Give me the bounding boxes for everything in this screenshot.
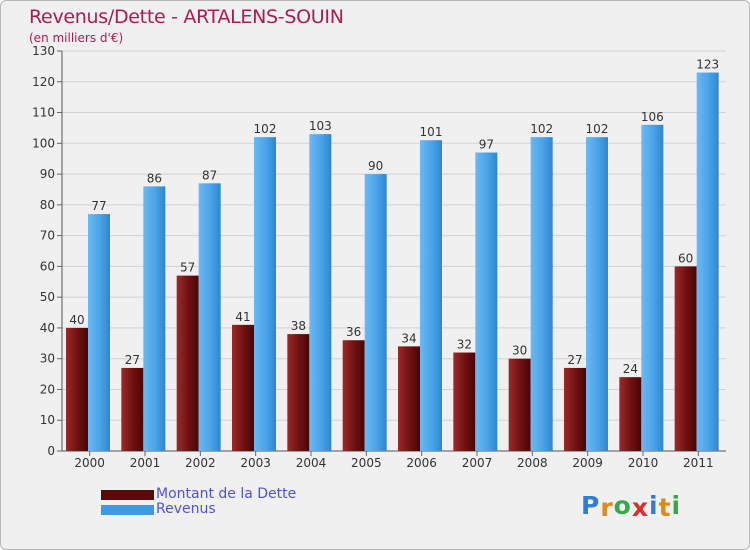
- legend-label-dette: Montant de la Dette: [156, 486, 297, 502]
- logo-letter: i: [649, 491, 659, 520]
- data-label-revenus: 102: [530, 122, 553, 136]
- bar-revenus: [420, 140, 442, 451]
- x-tick-label: 2007: [462, 456, 493, 470]
- logo-letter: x: [631, 493, 649, 522]
- data-label-revenus: 97: [479, 138, 494, 152]
- y-tick-label: 20: [40, 382, 55, 396]
- data-label-revenus: 103: [309, 119, 332, 133]
- bar-revenus: [530, 137, 553, 451]
- y-tick-label: 0: [47, 444, 55, 458]
- bar-revenus: [586, 137, 608, 451]
- logo-letter: o: [613, 491, 632, 520]
- chart-subtitle: (en milliers d'€): [29, 31, 124, 45]
- bar-dette: [66, 327, 88, 451]
- bar-dette: [619, 377, 642, 451]
- data-label-dette: 40: [69, 313, 84, 327]
- axis-layer: 0 10 20 30 40 50 60 70 80 90 100 110 120 130 2000 2001 2…: [32, 44, 726, 470]
- x-tick-label: 2010: [628, 456, 659, 470]
- bar-revenus: [309, 134, 332, 452]
- logo-letter: r: [600, 493, 614, 522]
- data-label-dette: 27: [125, 353, 140, 367]
- data-label-revenus: 90: [368, 159, 383, 173]
- data-label-dette: 41: [235, 310, 250, 324]
- data-label-dette: 27: [567, 353, 582, 367]
- legend-label-revenus: Revenus: [156, 501, 216, 517]
- bar-dette: [342, 340, 365, 451]
- y-tick-label: 110: [32, 106, 55, 120]
- x-tick-label: 2001: [130, 456, 161, 470]
- data-label-revenus: 86: [147, 171, 162, 185]
- x-tick-label: 2005: [351, 456, 382, 470]
- data-label-revenus: 123: [696, 58, 719, 72]
- x-tick-label: 2000: [74, 456, 105, 470]
- y-tick-label: 80: [40, 198, 55, 212]
- y-tick-label: 50: [40, 290, 55, 304]
- logo-letter: t: [658, 493, 672, 522]
- bar-revenus: [143, 186, 166, 451]
- data-label-dette: 24: [623, 362, 638, 376]
- bar-dette: [508, 358, 531, 451]
- data-label-dette: 57: [180, 261, 195, 275]
- grid-layer: [62, 50, 726, 452]
- bar-revenus: [641, 124, 664, 451]
- bar-revenus: [254, 137, 276, 451]
- data-label-revenus: 102: [254, 122, 277, 136]
- x-tick-label: 2003: [240, 456, 271, 470]
- bar-revenus: [88, 214, 110, 451]
- legend-swatch-revenus: [101, 505, 154, 515]
- y-tick-label: 40: [40, 321, 55, 335]
- bar-dette: [176, 275, 199, 451]
- data-label-revenus: 102: [586, 122, 609, 136]
- y-tick-label: 30: [40, 352, 55, 366]
- x-tick-label: 2004: [296, 456, 327, 470]
- bar-revenus: [475, 152, 498, 452]
- y-tick-label: 70: [40, 229, 55, 243]
- legend-swatch-dette: [101, 490, 154, 500]
- bar-layer: [66, 72, 719, 452]
- logo-letter: i: [671, 491, 682, 520]
- data-label-dette: 34: [401, 331, 416, 345]
- bar-revenus: [696, 72, 719, 452]
- y-tick-label: 10: [40, 413, 55, 427]
- bar-dette: [287, 334, 310, 451]
- bar-revenus: [198, 183, 221, 452]
- bar-dette: [398, 346, 420, 451]
- data-label-revenus: 101: [420, 125, 443, 139]
- bar-dette: [121, 367, 144, 451]
- y-tick-label: 120: [32, 75, 55, 89]
- x-tick-label: 2011: [683, 456, 714, 470]
- y-tick-label: 60: [40, 259, 55, 273]
- data-label-dette: 30: [512, 344, 527, 358]
- data-label-revenus: 87: [202, 168, 217, 182]
- legend-item-dette: Montant de la Dette: [101, 486, 361, 502]
- bar-dette: [564, 367, 586, 451]
- x-tick-label: 2009: [572, 456, 603, 470]
- bar-dette: [232, 324, 254, 451]
- legend-item-revenus: Revenus: [101, 501, 361, 517]
- data-label-dette: 60: [678, 251, 693, 265]
- data-label-dette: 38: [291, 319, 306, 333]
- y-tick-label: 100: [32, 136, 55, 150]
- y-tick-label: 90: [40, 167, 55, 181]
- chart-title: Revenus/Dette - ARTALENS-SOUIN: [29, 6, 344, 28]
- y-tick-label: 130: [32, 44, 55, 58]
- logo-letter: P: [581, 491, 601, 520]
- legend: Montant de la Dette Revenus: [101, 486, 361, 517]
- bar-revenus: [364, 174, 387, 452]
- data-label-revenus: 77: [91, 199, 106, 213]
- x-tick-label: 2006: [406, 456, 437, 470]
- bar-dette: [674, 266, 697, 451]
- label-layer: 40 77 27 86 57 87 41 102 38 103 36 90 34 101 32 97 30 102…: [69, 58, 719, 377]
- x-tick-label: 2002: [185, 456, 216, 470]
- proxiti-logo: Proxiti: [581, 491, 682, 522]
- data-label-dette: 32: [457, 338, 472, 352]
- x-tick-label: 2008: [517, 456, 548, 470]
- data-label-revenus: 106: [641, 110, 664, 124]
- data-label-dette: 36: [346, 325, 361, 339]
- bar-dette: [453, 352, 476, 451]
